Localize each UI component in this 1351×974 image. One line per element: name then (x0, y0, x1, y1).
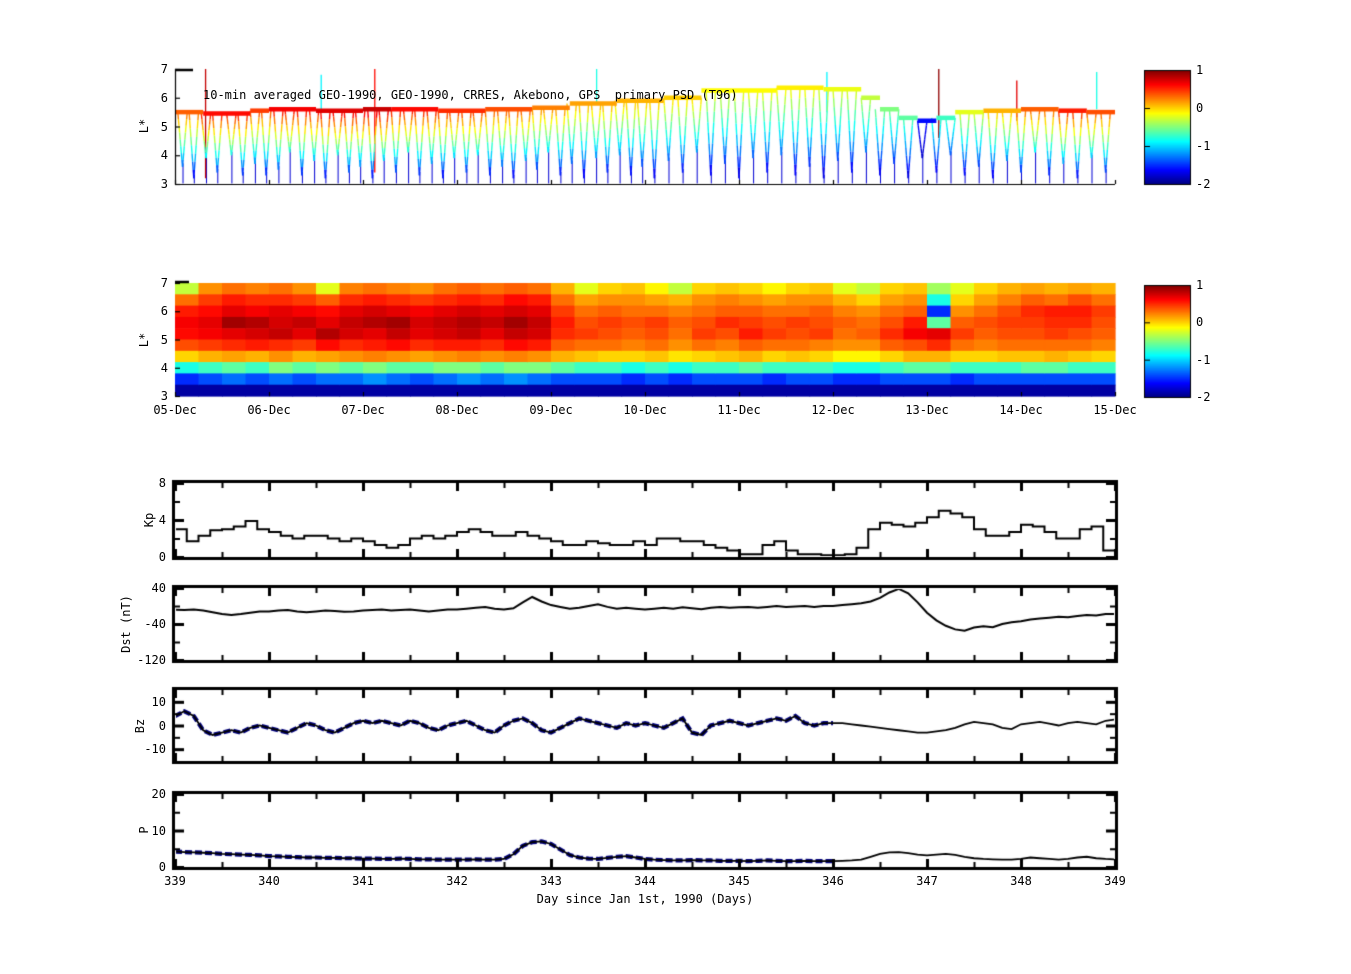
x-axis-tick-label: 349 (1104, 874, 1126, 888)
panel2-ytick-label: 5 (160, 332, 168, 347)
panel2-ytick-label: 3 (160, 389, 168, 403)
panel1-title: 10-min averaged GEO-1990, GEO-1990, CRRE… (203, 88, 738, 102)
colorbar-tick-label: 1 (1196, 278, 1204, 292)
panel2-ytick-label: 4 (160, 360, 168, 375)
panel2-date-label: 14-Dec (999, 403, 1043, 417)
kp-ytick-label: 4 (158, 513, 166, 527)
x-axis-tick-label: 348 (1010, 874, 1032, 888)
x-axis-tick-label: 340 (258, 874, 280, 888)
colorbar-tick-label: -1 (1196, 139, 1211, 153)
panel2-date-label: 15-Dec (1093, 403, 1137, 417)
panel2-ytick-label: 6 (160, 304, 168, 319)
panel2-date-label: 05-Dec (153, 403, 197, 417)
p-ytick-label: 20 (151, 787, 166, 801)
panel2-ytick-label: 7 (160, 276, 168, 290)
panel1-ytick-label: 7 (160, 62, 168, 76)
p-ytick-label: 0 (158, 860, 166, 874)
x-axis-tick-label: 339 (164, 874, 186, 888)
dst-ytick-label: -40 (144, 617, 166, 631)
panel2-date-label: 12-Dec (811, 403, 855, 417)
x-axis-tick-label: 345 (728, 874, 750, 888)
panel2-date-label: 08-Dec (435, 403, 479, 417)
panel2-date-label: 07-Dec (341, 403, 385, 417)
colorbar-tick-label: 1 (1196, 63, 1204, 77)
panel2-date-label: 11-Dec (717, 403, 761, 417)
kp-ytick-label: 0 (158, 550, 166, 564)
x-axis-label: Day since Jan 1st, 1990 (Days) (536, 892, 754, 906)
panel2-date-label: 13-Dec (905, 403, 949, 417)
bz-ytick-label: 0 (158, 718, 166, 733)
panel1-ytick-label: 4 (160, 148, 168, 163)
panel1-ytick-label: 6 (160, 90, 168, 105)
dst-ytick-label: 40 (151, 581, 166, 595)
x-axis-tick-label: 342 (446, 874, 468, 888)
panel1-ytick-label: 5 (160, 119, 168, 134)
kp-ytick-label: 8 (158, 476, 166, 490)
p-ytick-label: 10 (151, 823, 166, 838)
dst-ytick-label: -120 (137, 653, 166, 667)
x-axis-tick-label: 344 (634, 874, 656, 888)
bz-ytick-label: -10 (144, 742, 166, 757)
panel1-ytick-label: 3 (160, 177, 168, 191)
colorbar-tick-label: -1 (1196, 352, 1211, 367)
panel2-date-label: 09-Dec (529, 403, 573, 417)
x-axis-tick-label: 346 (822, 874, 844, 888)
x-axis-tick-label: 343 (540, 874, 562, 888)
x-axis-tick-label: 347 (916, 874, 938, 888)
colorbar-tick-label: 0 (1196, 315, 1204, 330)
bz-ytick-label: 10 (151, 694, 166, 709)
colorbar-tick-label: -2 (1196, 177, 1211, 191)
panel2-date-label: 10-Dec (623, 403, 667, 417)
panel2-date-label: 06-Dec (247, 403, 291, 417)
colorbar-tick-label: 0 (1196, 101, 1204, 115)
colorbar-tick-label: -2 (1196, 390, 1211, 404)
x-axis-tick-label: 341 (352, 874, 374, 888)
